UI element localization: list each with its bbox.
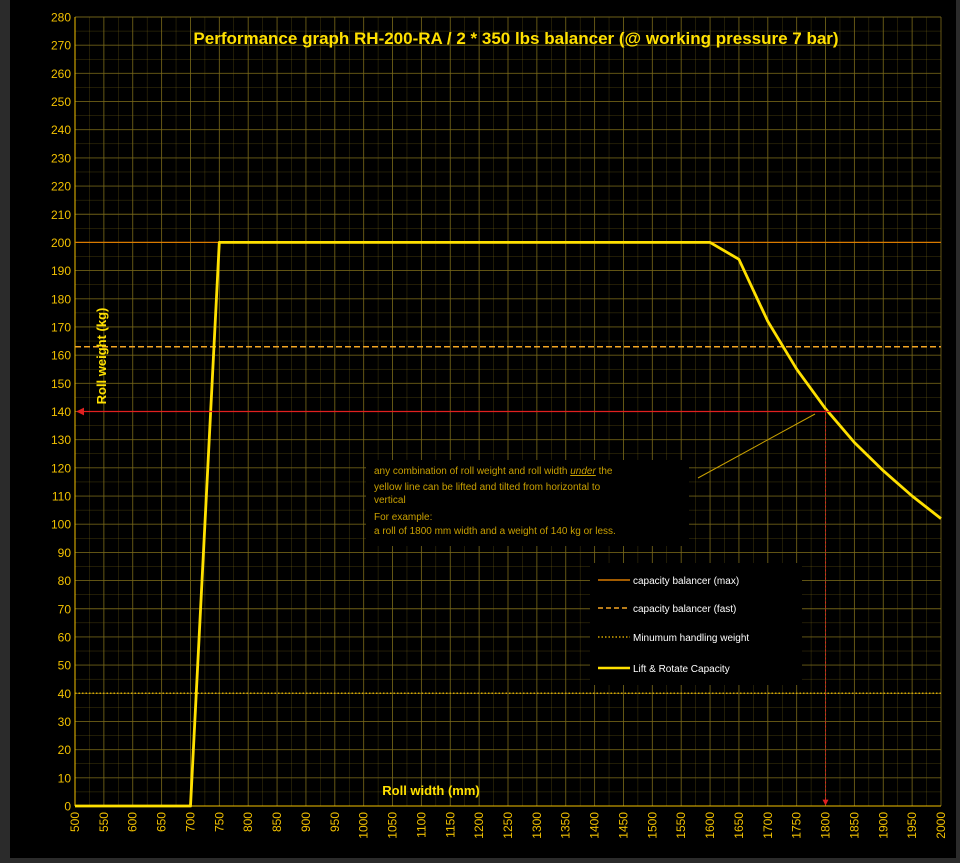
- annotation-line-4: For example:: [374, 512, 432, 523]
- y-tick-label: 30: [58, 715, 72, 729]
- y-tick-label: 280: [51, 11, 71, 25]
- annotation-line-5: a roll of 1800 mm width and a weight of …: [374, 526, 616, 537]
- x-tick-label: 1550: [674, 812, 688, 839]
- x-tick-label: 500: [68, 812, 82, 832]
- x-tick-label: 1950: [905, 812, 919, 839]
- y-axis-label: Roll weight (kg): [94, 308, 109, 405]
- x-tick-label: 800: [241, 812, 255, 832]
- annotation-arrow: [697, 413, 816, 479]
- chart-frame: 0 10 20 30 40 50 60 70 80 90 100 110 120 130 140 150 160…: [10, 0, 956, 858]
- y-tick-label: 230: [51, 151, 71, 165]
- x-tick-label: 1150: [443, 812, 457, 838]
- y-tick-label: 210: [51, 208, 71, 222]
- x-tick-label: 1800: [819, 812, 833, 839]
- y-tick-label: 200: [51, 236, 71, 250]
- x-tick-label: 1250: [501, 812, 515, 839]
- y-tick-label: 170: [51, 320, 71, 334]
- x-tick-label: 1600: [703, 812, 717, 839]
- y-tick-label: 250: [51, 95, 71, 109]
- x-tick-label: 2000: [934, 812, 948, 839]
- x-tick-label: 1700: [761, 812, 775, 839]
- x-tick-label: 850: [270, 812, 284, 832]
- y-tick-label: 100: [51, 518, 71, 532]
- legend: capacity balancer (max) capacity balance…: [590, 563, 802, 685]
- annotation-line-2: yellow line can be lifted and tilted fro…: [374, 482, 601, 493]
- y-tick-label: 120: [51, 461, 71, 475]
- y-tick-label: 130: [51, 433, 71, 447]
- y-tick-label: 180: [51, 292, 71, 306]
- x-tick-label: 950: [328, 812, 342, 832]
- y-tick-label: 190: [51, 264, 71, 278]
- legend-label-max: capacity balancer (max): [633, 576, 739, 587]
- y-tick-label: 60: [58, 630, 72, 644]
- y-tick-label: 40: [58, 687, 72, 701]
- x-tick-label: 1750: [790, 812, 804, 839]
- x-tick-label: 1200: [472, 812, 486, 839]
- y-tick-label: 150: [51, 377, 71, 391]
- y-tick-label: 140: [51, 405, 71, 419]
- y-tick-label: 270: [51, 39, 71, 53]
- y-tick-label: 240: [51, 123, 71, 137]
- x-tick-label: 1500: [645, 812, 659, 839]
- y-tick-label: 220: [51, 180, 71, 194]
- x-tick-label: 600: [126, 812, 140, 832]
- chart-title: Performance graph RH-200-RA / 2 * 350 lb…: [193, 29, 838, 48]
- y-tick-label: 160: [51, 349, 71, 363]
- y-tick-label: 110: [52, 490, 71, 504]
- x-tick-label: 900: [299, 812, 313, 832]
- example-marker-layer: [76, 407, 841, 806]
- x-tick-label: 550: [97, 812, 111, 832]
- y-tick-label: 0: [64, 800, 71, 814]
- x-tick-label: 1350: [559, 812, 573, 839]
- legend-box: [590, 563, 802, 685]
- series-line-3: [75, 240, 942, 808]
- y-tick-label: 50: [58, 659, 72, 673]
- y-tick-label: 260: [51, 67, 71, 81]
- x-tick-label: 750: [212, 812, 226, 832]
- y-tick-label: 20: [58, 743, 72, 757]
- y-tick-label: 70: [58, 602, 72, 616]
- series-layer: [75, 240, 942, 808]
- y-tick-label: 80: [58, 574, 72, 588]
- x-axis-label: Roll width (mm): [382, 783, 480, 798]
- x-tick-label: 1400: [588, 812, 602, 839]
- x-tick-label: 650: [155, 812, 169, 832]
- legend-label-fast: capacity balancer (fast): [633, 604, 736, 615]
- x-tick-label: 1850: [847, 812, 861, 839]
- legend-label-min: Minumum handling weight: [633, 633, 749, 644]
- x-tick-label: 700: [183, 812, 197, 832]
- x-tick-label: 1300: [530, 812, 544, 839]
- x-tick-label: 1050: [386, 812, 400, 839]
- annotation-line-1: any combination of roll weight and roll …: [374, 466, 613, 477]
- y-tick-label: 10: [58, 771, 72, 785]
- x-tick-label: 1900: [876, 812, 890, 839]
- annotation-line-3: vertical: [374, 495, 406, 506]
- axis-ticks: 0 10 20 30 40 50 60 70 80 90 100 110 120 130 140 150 160…: [51, 11, 948, 839]
- annotation-box: any combination of roll weight and roll …: [366, 460, 689, 546]
- x-tick-label: 1100: [414, 812, 428, 838]
- x-tick-label: 1000: [357, 812, 371, 839]
- legend-label-capacity: Lift & Rotate Capacity: [633, 664, 730, 675]
- x-tick-label: 1450: [616, 812, 630, 839]
- performance-chart: 0 10 20 30 40 50 60 70 80 90 100 110 120 130 140 150 160…: [10, 0, 956, 858]
- x-tick-label: 1650: [732, 812, 746, 839]
- y-tick-label: 90: [58, 546, 72, 560]
